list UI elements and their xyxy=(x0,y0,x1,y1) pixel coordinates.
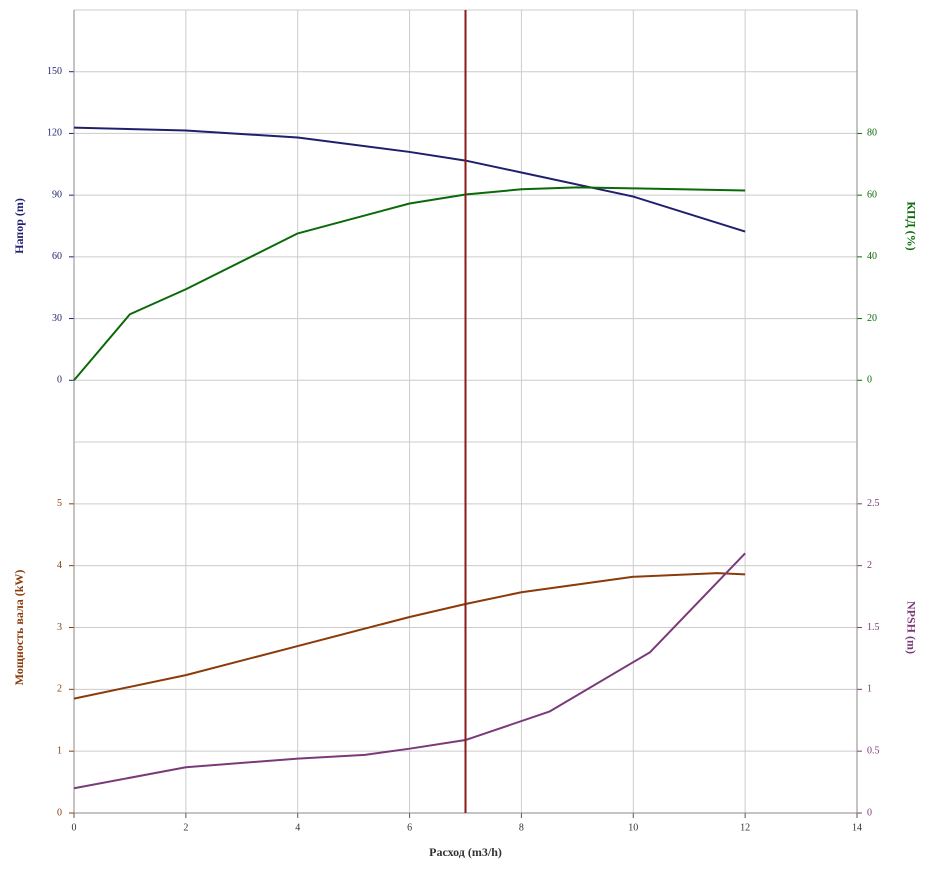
x-tick-label: 14 xyxy=(852,822,862,833)
y2-tick-label: 2 xyxy=(867,560,872,571)
y2-tick-label: 2.5 xyxy=(867,498,880,509)
y-tick-label: 0 xyxy=(57,375,62,386)
y2-axis-label: КПД (%) xyxy=(904,201,918,250)
x-tick-label: 6 xyxy=(407,822,412,833)
x-tick-label: 8 xyxy=(519,822,524,833)
y-tick-label: 30 xyxy=(52,313,62,324)
y2-tick-label: 80 xyxy=(867,128,877,139)
y2-tick-label: 0.5 xyxy=(867,745,880,756)
y-tick-label: 2 xyxy=(57,684,62,695)
y2-tick-label: 1 xyxy=(867,684,872,695)
y2-tick-label: 0 xyxy=(867,807,872,818)
series-line xyxy=(73,126,746,233)
y2-tick-label: 60 xyxy=(867,189,877,200)
x-axis-label: Расход (m3/h) xyxy=(429,845,502,859)
series-line xyxy=(73,552,746,790)
x-tick-label: 2 xyxy=(183,822,188,833)
y-tick-label: 0 xyxy=(57,807,62,818)
y-tick-label: 4 xyxy=(57,560,62,571)
y-tick-label: 90 xyxy=(52,189,62,200)
x-tick-label: 0 xyxy=(72,822,77,833)
y-axis-label: Напор (m) xyxy=(12,198,26,254)
y-axis-label: Мощность вала (kW) xyxy=(12,570,26,686)
x-tick-label: 10 xyxy=(628,822,638,833)
y-tick-label: 150 xyxy=(47,66,62,77)
y2-tick-label: 0 xyxy=(867,375,872,386)
y2-tick-label: 20 xyxy=(867,313,877,324)
y-tick-label: 3 xyxy=(57,622,62,633)
x-tick-label: 12 xyxy=(740,822,750,833)
y2-tick-label: 40 xyxy=(867,251,877,262)
y-tick-label: 60 xyxy=(52,251,62,262)
series-line xyxy=(73,186,746,381)
y2-tick-label: 1.5 xyxy=(867,622,880,633)
y-tick-label: 5 xyxy=(57,498,62,509)
y-tick-label: 1 xyxy=(57,745,62,756)
y-tick-label: 120 xyxy=(47,128,62,139)
x-tick-label: 4 xyxy=(295,822,300,833)
y2-axis-label: NPSH (m) xyxy=(904,601,918,654)
